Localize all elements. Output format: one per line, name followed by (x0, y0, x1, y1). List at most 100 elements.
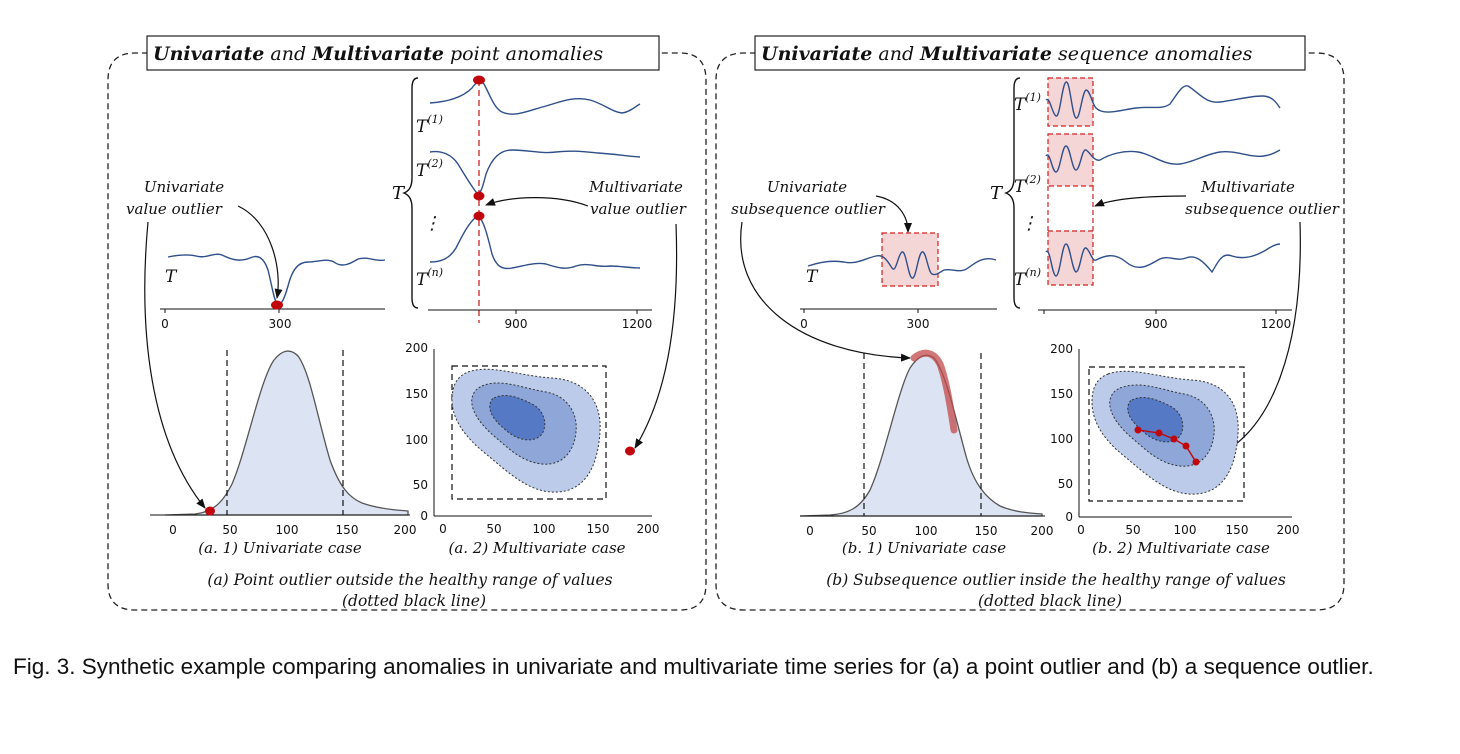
arrow-uni-a (237, 205, 283, 299)
subsequence-point (1182, 442, 1190, 450)
series-T1-a (429, 81, 641, 115)
uni-callout-a-line2: value outlier (126, 200, 223, 218)
multi-callout-a-line1: Multivariate (588, 178, 683, 196)
tick-label: 150 (587, 522, 610, 536)
healthy-box-b2 (1088, 366, 1245, 502)
subsequence-highlight-T1-b (1047, 77, 1094, 127)
T2-sup-a: (2) (427, 157, 443, 170)
subcaption-b2: (b. 2) Multivariate case (1092, 539, 1270, 557)
series-label-b: T (806, 267, 819, 287)
panel-b-frame (715, 52, 1345, 611)
upper-T-b: T (990, 183, 1004, 204)
brace-a (402, 77, 419, 309)
panel-b-title-mid: and (872, 43, 920, 65)
tick-label: 100 (405, 433, 428, 447)
T1-sup-a: (1) (427, 113, 443, 126)
outlier-marker-T2-a (473, 191, 485, 201)
tick-label: 50 (486, 522, 501, 536)
tick-label: 150 (1050, 387, 1073, 401)
arrow-uni-b-to-density (740, 221, 911, 362)
subcaption-b1: (b. 1) Univariate case (842, 539, 1006, 557)
panel-b-caption-line1: (b) Subsequence outlier inside the healt… (826, 571, 1286, 589)
brace-b (1004, 77, 1021, 309)
tick-label: 100 (915, 524, 938, 538)
vertical-dots-b: ⋮ (1020, 213, 1038, 234)
scatter-plot-a2: 200 150 100 50 0 0 50 100 150 200 (a. 2)… (405, 341, 659, 557)
tick-label: 1200 (1261, 317, 1292, 331)
tick-label: 50 (1058, 477, 1073, 491)
tick-label: 300 (269, 317, 292, 331)
panel-b-title-bold-2: Multivariate (919, 43, 1052, 65)
panel-a-title-bold-2: Multivariate (311, 43, 444, 65)
panel-b-title-bold-1: Univariate (761, 43, 872, 65)
outlier-marker-T1-a (473, 75, 485, 85)
tick-label: 200 (394, 523, 417, 537)
subsequence-highlight-b (881, 232, 939, 287)
tick-label: 0 (169, 523, 177, 537)
tick-label: 200 (1031, 524, 1054, 538)
T2-label-b: T(2) (1014, 173, 1041, 197)
outlier-marker-Tn-a (473, 211, 485, 221)
density-curve-b1 (799, 354, 1043, 517)
arrow-multi-a (485, 197, 589, 207)
tick-label: 0 (161, 317, 169, 331)
upper-T-a: T (392, 183, 406, 204)
subsequence-point (1155, 429, 1163, 437)
tick-label: 50 (861, 524, 876, 538)
tick-label: 150 (405, 387, 428, 401)
arrow-multi-b-to-scatter (1219, 221, 1301, 455)
tick-label: 1200 (622, 317, 653, 331)
tick-label: 150 (975, 524, 998, 538)
arrow-multi-a-to-scatter (634, 223, 678, 449)
tick-label: 0 (420, 509, 428, 523)
tick-label: 0 (800, 317, 808, 331)
tick-label: 100 (1050, 432, 1073, 446)
tick-label: 200 (637, 522, 660, 536)
subsequence-point (1192, 458, 1200, 466)
multi-callout-b-line2: subsequence outlier (1185, 200, 1340, 218)
Tn-sup-b: (n) (1025, 266, 1041, 279)
series-line-b (807, 251, 997, 279)
univariate-series-b: T 0 300 (800, 232, 997, 331)
uni-callout-b-line1: Univariate (767, 178, 847, 196)
univariate-outlier-marker-a (271, 300, 283, 310)
tick-label: 200 (1277, 523, 1300, 537)
panel-a: Univariate and Multivariate point anomal… (107, 35, 707, 611)
series-T2-a (429, 149, 641, 194)
T1-label-a: T(1) (416, 113, 443, 137)
series-label-a: T (165, 267, 178, 287)
arrow-uni-b (875, 195, 912, 233)
Tn-label-b: T(n) (1014, 266, 1041, 290)
tick-label: 0 (439, 522, 447, 536)
panel-a-title-end: point anomalies (444, 43, 603, 65)
panel-a-title-bold-1: Univariate (153, 43, 264, 65)
tick-label: 50 (413, 478, 428, 492)
scatter-plot-b2: 200 150 100 50 0 0 50 100 150 200 (b. 2)… (1050, 342, 1299, 557)
uni-callout-b-line2: subsequence outlier (731, 200, 886, 218)
univariate-series-a: T 0 300 (160, 253, 386, 331)
panel-a-caption-line1: (a) Point outlier outside the healthy ra… (207, 571, 612, 589)
tick-label: 200 (1050, 342, 1073, 356)
series-Tn-b (1045, 243, 1281, 277)
subsequence-highlight-T2-b (1047, 133, 1094, 187)
panel-a-title-box (146, 35, 660, 71)
contour-inner-b2 (1127, 397, 1184, 443)
tick-label: 100 (1174, 523, 1197, 537)
density-plot-b1: 0 50 100 150 200 (b. 1) Univariate case (799, 349, 1054, 557)
subcaption-a1: (a. 1) Univariate case (198, 539, 362, 557)
arrow-multi-b (1094, 195, 1187, 207)
subsequence-band-b1 (910, 349, 958, 434)
tick-label: 50 (222, 523, 237, 537)
multivariate-series-b: T T(1) T(2) ⋮ T(n) 900 1200 (990, 77, 1292, 331)
subsequence-point (1170, 435, 1178, 443)
panel-b-title: Univariate and Multivariate sequence ano… (761, 43, 1253, 65)
healthy-box-a2 (451, 365, 607, 500)
panel-a-frame (107, 52, 707, 611)
tick-label: 100 (533, 522, 556, 536)
figure-caption: Fig. 3. Synthetic example comparing anom… (13, 654, 1374, 679)
T2-label-a: T(2) (416, 157, 443, 181)
T1-sup-b: (1) (1025, 91, 1041, 104)
multi-callout-a-line2: value outlier (590, 200, 687, 218)
tick-label: 150 (336, 523, 359, 537)
panel-b-caption-line2: (dotted black line) (978, 592, 1122, 610)
